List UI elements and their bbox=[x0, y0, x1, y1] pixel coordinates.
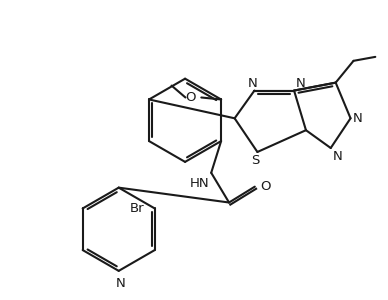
Text: N: N bbox=[333, 150, 343, 163]
Text: S: S bbox=[251, 154, 260, 167]
Text: N: N bbox=[248, 76, 257, 90]
Text: N: N bbox=[116, 277, 126, 290]
Text: HN: HN bbox=[190, 177, 209, 190]
Text: O: O bbox=[185, 91, 196, 104]
Text: Br: Br bbox=[130, 202, 145, 215]
Text: O: O bbox=[261, 180, 271, 193]
Text: N: N bbox=[296, 76, 306, 90]
Text: N: N bbox=[353, 112, 362, 125]
